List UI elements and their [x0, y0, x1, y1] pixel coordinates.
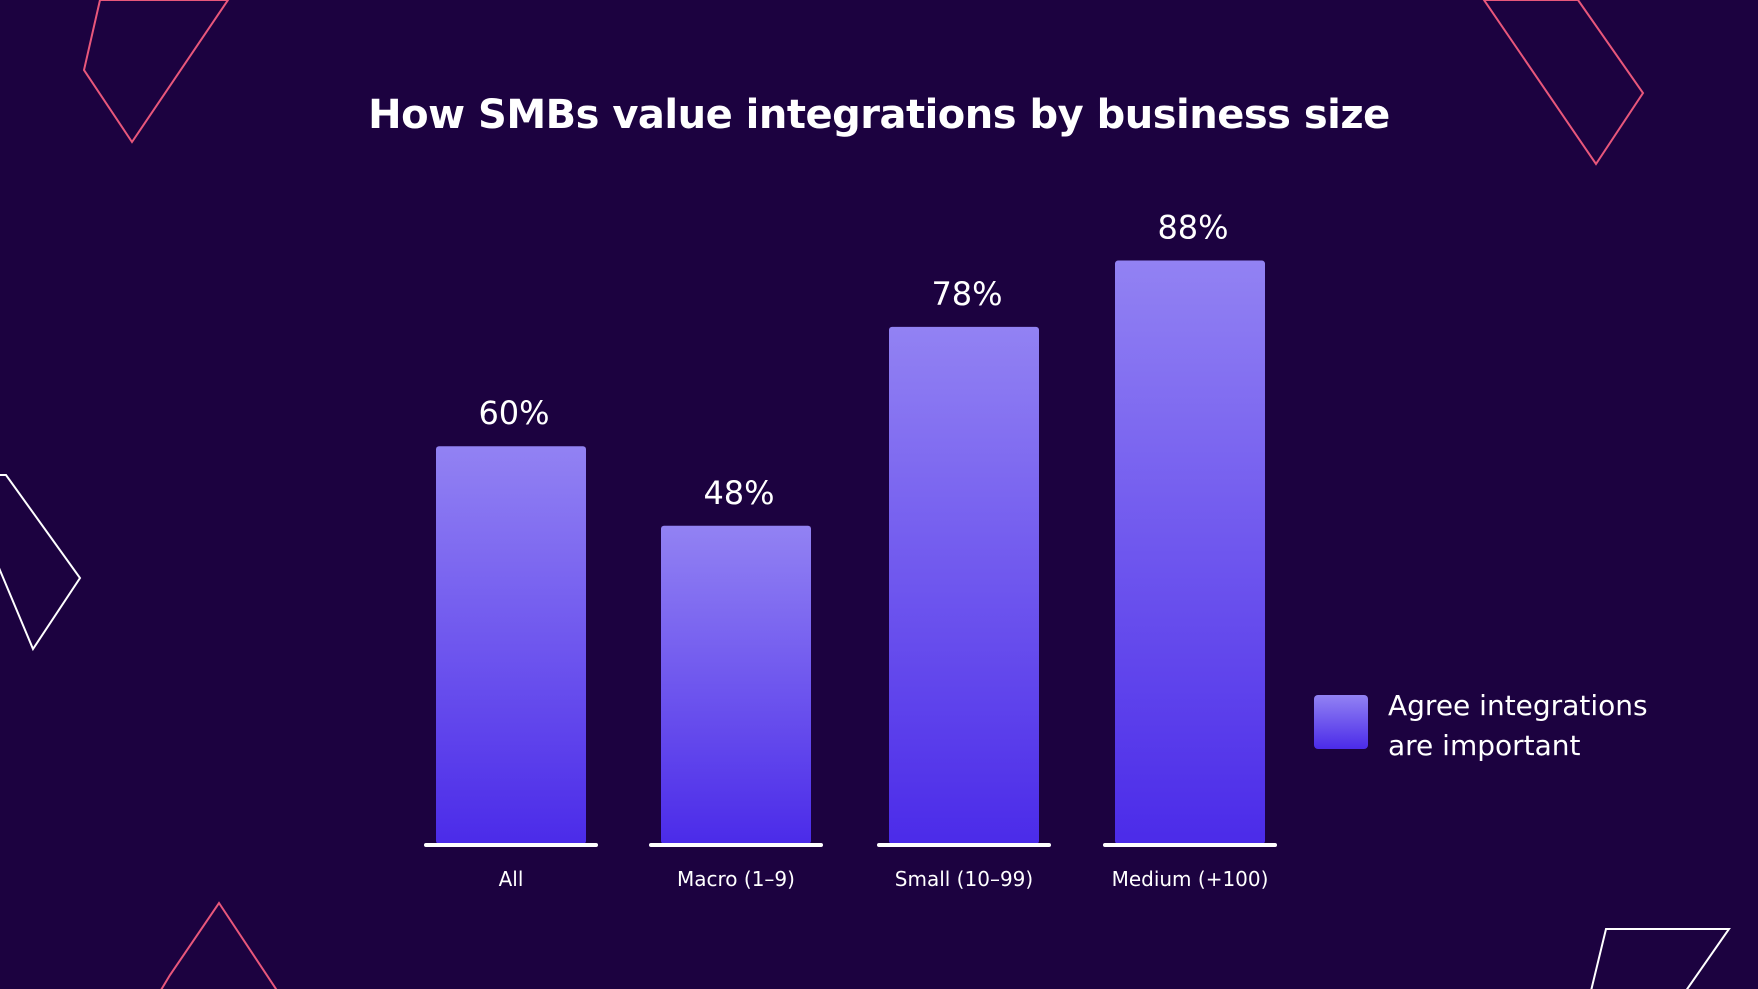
- baseline-0: [424, 843, 598, 847]
- category-label-0: All: [499, 867, 524, 891]
- data-label-3: 88%: [1157, 209, 1228, 247]
- baseline-3: [1103, 843, 1277, 847]
- legend-swatch: [1314, 695, 1368, 749]
- decor-diamond-top-right: [1482, 0, 1645, 166]
- data-label-1: 48%: [703, 474, 774, 512]
- decor-diamond-bottom-left: [160, 901, 278, 989]
- data-label-2: 78%: [931, 275, 1002, 313]
- legend: Agree integrations are important: [1314, 686, 1668, 766]
- bar-0: [436, 446, 586, 844]
- legend-label: Agree integrations are important: [1388, 689, 1648, 762]
- baseline-1: [649, 843, 823, 847]
- data-label-0: 60%: [478, 394, 549, 432]
- decor-diamond-top-left: [82, 0, 230, 144]
- decor-diamond-bottom-right: [1590, 928, 1731, 989]
- bar-3: [1115, 260, 1265, 844]
- baseline-2: [877, 843, 1051, 847]
- bar-1: [661, 525, 811, 844]
- bar-2: [889, 326, 1039, 844]
- chart-title: How SMBs value integrations by business …: [368, 92, 1390, 138]
- category-label-3: Medium (+100): [1112, 867, 1269, 891]
- decor-diamond-left: [0, 474, 82, 652]
- category-label-2: Small (10–99): [895, 867, 1033, 891]
- category-label-1: Macro (1–9): [677, 867, 795, 891]
- bars: 60% All 48% Macro (1–9) 78% Small (10–99) 88% M…: [424, 209, 1277, 891]
